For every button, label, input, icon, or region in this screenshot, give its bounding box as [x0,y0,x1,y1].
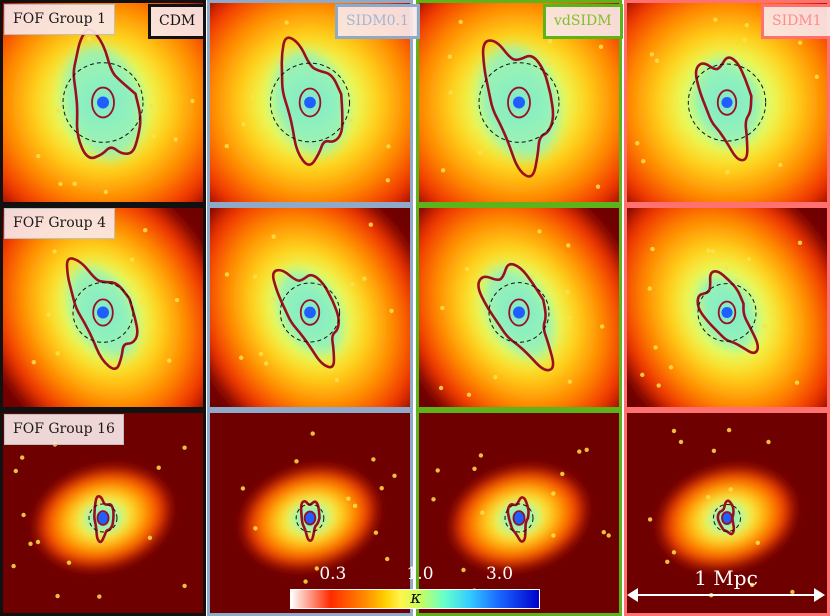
aperture-circle [62,62,144,143]
colorbar-tick-label: 3.0 [485,564,514,584]
aperture-circle [504,503,534,533]
critical-curve [299,499,321,542]
aperture-circle [697,283,757,342]
critical-curve [696,270,760,355]
aperture-circle [687,63,767,142]
aperture-circle [279,282,341,343]
convergence-map [419,208,619,407]
row-label-g4: FOF Group 4 [4,208,115,239]
column-label-cdm: CDM [148,4,207,39]
critical-curve [716,499,736,536]
critical-curve [93,494,115,544]
column-label-sidm01: SIDM0.1 [335,4,420,39]
column-label-sidm1: SIDM1 [761,4,830,39]
critical-curve [506,496,530,543]
critical-curve [477,262,555,372]
convergence-map [3,413,203,613]
convergence-map [419,413,619,613]
aperture-circle [269,62,351,143]
colorbar-symbol: κ [410,588,422,608]
row-label-g16: FOF Group 16 [4,414,124,445]
map-panel-sidm1-g4 [624,205,830,410]
map-panel-vdsidm-g4 [416,205,622,410]
critical-curve [65,257,139,370]
map-panel-sidm1-g16 [624,410,830,616]
convergence-map [627,413,827,613]
colorbar-ticks: 0.3 1.0 3.0 [286,560,546,588]
aperture-circle [295,503,325,533]
scale-bar-line [635,594,817,596]
aperture-circle [712,503,742,533]
map-panel-sidm01-g4 [207,205,413,410]
critical-curve [694,56,753,162]
aperture-circle [478,62,560,143]
convergence-map [627,208,827,407]
critical-curve [271,268,341,369]
map-panel-cdm-g16 [0,410,206,616]
scale-bar-label: 1 Mpc [694,566,758,590]
colorbar-tick-label: 0.3 [319,564,347,584]
convergence-map [210,413,410,613]
scale-bar: 1 Mpc [627,566,825,610]
map-panel-sidm01-g16 [207,410,413,616]
convergence-map [3,208,203,407]
colorbar-tick-label: 1.0 [406,564,434,584]
critical-curve [481,39,555,178]
row-label-g1: FOF Group 1 [4,4,115,35]
aperture-circle [72,282,134,343]
map-panel-cdm-g4 [0,205,206,410]
aperture-circle [488,282,550,343]
colorbar: 0.3 1.0 3.0 κ [286,560,546,616]
colorbar-gradient [290,589,540,609]
arrow-left-icon [627,588,638,602]
aperture-circle [88,503,118,533]
column-label-vdsidm: vdSIDM [543,4,623,39]
map-panel-vdsidm-g16 [416,410,622,616]
arrow-right-icon [814,588,825,602]
convergence-map [210,208,410,407]
critical-curve [280,36,344,166]
